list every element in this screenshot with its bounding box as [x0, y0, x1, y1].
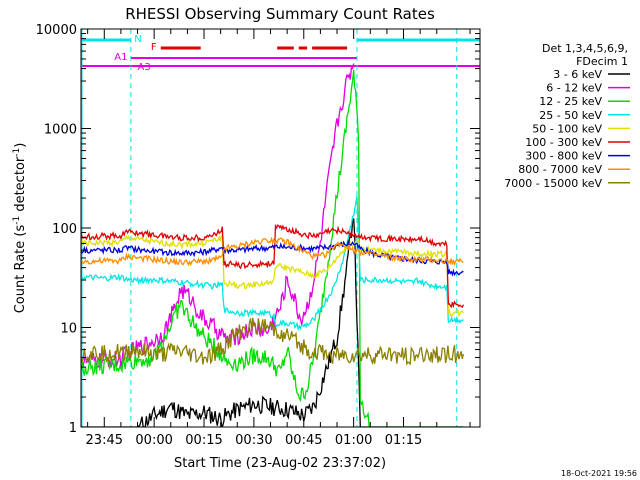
x-axis-label: Start Time (23-Aug-02 23:37:02)	[174, 456, 386, 471]
x-tick-label: 00:45	[285, 433, 322, 448]
legend-entry-label: 800 - 7000 keV	[518, 163, 602, 176]
night-flag-label: N	[134, 34, 141, 45]
y-axis-label: Count Rate (s-1 detector-1)	[12, 143, 28, 314]
legend-entry-label: 100 - 300 keV	[525, 136, 602, 149]
legend-entry-label: 7000 - 15000 keV	[504, 177, 602, 190]
x-tick-label: 23:45	[86, 433, 123, 448]
x-tick-label: 01:00	[335, 433, 372, 448]
series-line-7000-15000-kev	[81, 317, 465, 366]
x-tick-label: 01:15	[385, 433, 422, 448]
series-lines	[81, 63, 465, 427]
legend-entry-label: 25 - 50 keV	[539, 109, 602, 122]
x-tick-label: 00:00	[135, 433, 172, 448]
flare-flag-label: F	[151, 42, 157, 53]
x-tick-label: 00:15	[185, 433, 222, 448]
legend-entry-label: 6 - 12 keV	[546, 82, 602, 95]
timestamp: 18-Oct-2021 19:56	[561, 469, 637, 478]
series-line-25-50-kev	[81, 196, 464, 332]
axes: 1 10 100 1000 10000 23:45 00:00 00:15 00:30 00:45…	[36, 23, 480, 448]
attenuator-a3-label: A3	[138, 62, 151, 73]
legend-entry-label: 3 - 6 keV	[553, 68, 602, 81]
y-tick-label: 100	[52, 222, 77, 237]
y-tick-label: 10	[60, 322, 77, 337]
series-line-50-100-kev	[81, 233, 464, 317]
x-tick-label: 00:30	[235, 433, 272, 448]
y-tick-label: 1	[69, 421, 77, 436]
y-tick-label: 10000	[36, 23, 77, 38]
legend-entry-label: 12 - 25 keV	[539, 95, 602, 108]
series-line-6-12-kev	[81, 63, 355, 370]
legend-entry-label: 50 - 100 keV	[532, 122, 602, 135]
series-line-100-300-kev	[81, 223, 464, 309]
legend-title: FDecim 1	[576, 55, 628, 68]
attenuator-a1-label: A1	[114, 52, 127, 63]
y-tick-label: 1000	[44, 123, 77, 138]
series-line-300-800-kev	[81, 239, 464, 277]
legend-title: Det 1,3,4,5,6,9,	[542, 42, 628, 55]
chart-title: RHESSI Observing Summary Count Rates	[125, 5, 435, 23]
series-line-800-7000-kev	[81, 236, 464, 267]
legend-entry-label: 300 - 800 keV	[525, 150, 602, 163]
series-line-12-25-kev	[81, 69, 464, 427]
